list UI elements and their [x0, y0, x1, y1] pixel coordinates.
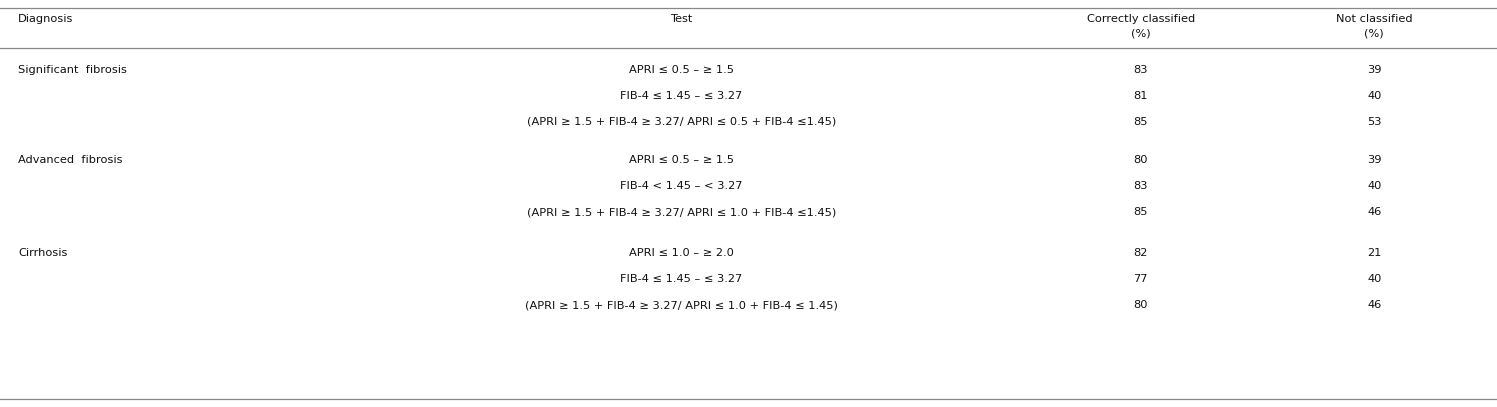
- Text: 46: 46: [1367, 207, 1382, 217]
- Text: (%): (%): [1364, 28, 1385, 38]
- Text: Diagnosis: Diagnosis: [18, 14, 73, 24]
- Text: (%): (%): [1130, 28, 1151, 38]
- Text: 85: 85: [1133, 117, 1148, 127]
- Text: 40: 40: [1367, 91, 1382, 101]
- Text: (APRI ≥ 1.5 + FIB-4 ≥ 3.27/ APRI ≤ 1.0 + FIB-4 ≤1.45): (APRI ≥ 1.5 + FIB-4 ≥ 3.27/ APRI ≤ 1.0 +…: [527, 207, 835, 217]
- Text: 53: 53: [1367, 117, 1382, 127]
- Text: Advanced  fibrosis: Advanced fibrosis: [18, 155, 123, 165]
- Text: 40: 40: [1367, 274, 1382, 284]
- Text: 85: 85: [1133, 207, 1148, 217]
- Text: 82: 82: [1133, 248, 1148, 258]
- Text: 83: 83: [1133, 65, 1148, 75]
- Text: 21: 21: [1367, 248, 1382, 258]
- Text: Test: Test: [671, 14, 692, 24]
- Text: FIB-4 ≤ 1.45 – ≤ 3.27: FIB-4 ≤ 1.45 – ≤ 3.27: [620, 274, 743, 284]
- Text: 83: 83: [1133, 181, 1148, 191]
- Text: Significant  fibrosis: Significant fibrosis: [18, 65, 127, 75]
- Text: 80: 80: [1133, 300, 1148, 310]
- Text: 40: 40: [1367, 181, 1382, 191]
- Text: Correctly classified: Correctly classified: [1087, 14, 1195, 24]
- Text: Cirrhosis: Cirrhosis: [18, 248, 67, 258]
- Text: 39: 39: [1367, 155, 1382, 165]
- Text: APRI ≤ 1.0 – ≥ 2.0: APRI ≤ 1.0 – ≥ 2.0: [629, 248, 734, 258]
- Text: FIB-4 < 1.45 – < 3.27: FIB-4 < 1.45 – < 3.27: [620, 181, 743, 191]
- Text: (APRI ≥ 1.5 + FIB-4 ≥ 3.27/ APRI ≤ 1.0 + FIB-4 ≤ 1.45): (APRI ≥ 1.5 + FIB-4 ≥ 3.27/ APRI ≤ 1.0 +…: [524, 300, 838, 310]
- Text: 81: 81: [1133, 91, 1148, 101]
- Text: APRI ≤ 0.5 – ≥ 1.5: APRI ≤ 0.5 – ≥ 1.5: [629, 65, 734, 75]
- Text: Not classified: Not classified: [1335, 14, 1413, 24]
- Text: (APRI ≥ 1.5 + FIB-4 ≥ 3.27/ APRI ≤ 0.5 + FIB-4 ≤1.45): (APRI ≥ 1.5 + FIB-4 ≥ 3.27/ APRI ≤ 0.5 +…: [527, 117, 835, 127]
- Text: FIB-4 ≤ 1.45 – ≤ 3.27: FIB-4 ≤ 1.45 – ≤ 3.27: [620, 91, 743, 101]
- Text: APRI ≤ 0.5 – ≥ 1.5: APRI ≤ 0.5 – ≥ 1.5: [629, 155, 734, 165]
- Text: 46: 46: [1367, 300, 1382, 310]
- Text: 80: 80: [1133, 155, 1148, 165]
- Text: 39: 39: [1367, 65, 1382, 75]
- Text: 77: 77: [1133, 274, 1148, 284]
